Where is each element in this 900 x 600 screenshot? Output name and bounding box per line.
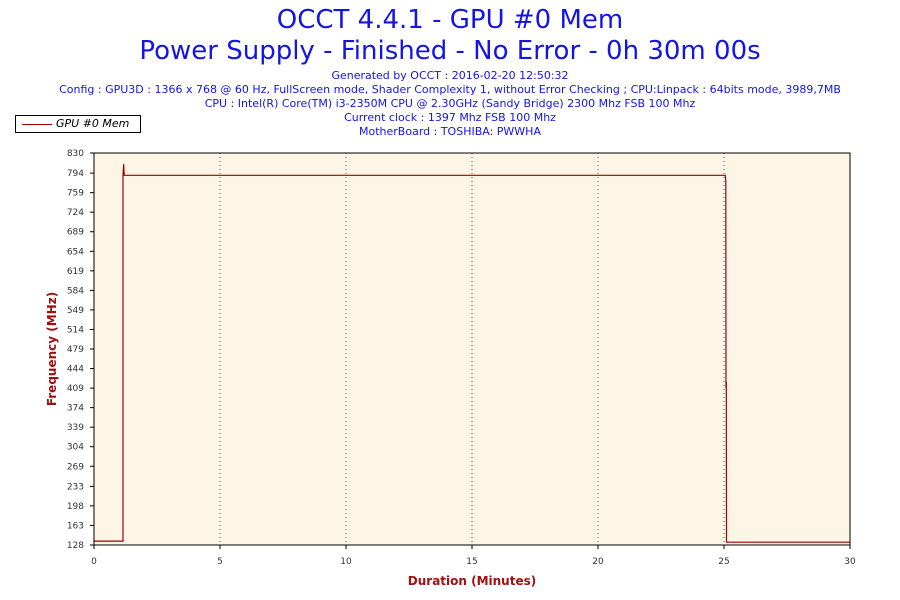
x-tick-label: 15 [466, 557, 477, 567]
y-tick-label: 233 [67, 482, 84, 492]
series-line-gpu0-mem [94, 164, 850, 543]
x-tick-label: 25 [718, 557, 729, 567]
legend-swatch [22, 124, 52, 125]
y-tick-label: 794 [67, 169, 84, 179]
chart-subtitle: Power Supply - Finished - No Error - 0h … [139, 36, 761, 66]
y-tick-label: 549 [67, 306, 84, 316]
x-tick-label: 20 [592, 557, 604, 567]
y-tick-label: 479 [67, 345, 84, 355]
y-tick-label: 654 [67, 247, 84, 257]
y-tick-label: 514 [67, 325, 84, 335]
y-tick-label: 830 [67, 149, 84, 159]
y-tick-label: 269 [67, 462, 84, 472]
y-tick-label: 198 [67, 502, 84, 512]
cpu-info: CPU : Intel(R) Core(TM) i3-2350M CPU @ 2… [204, 97, 696, 110]
x-tick-label: 5 [217, 557, 223, 567]
y-tick-label: 759 [67, 189, 84, 199]
y-tick-label: 689 [67, 228, 84, 238]
y-tick-label: 444 [67, 365, 84, 375]
y-tick-label: 409 [67, 384, 84, 394]
y-tick-label: 374 [67, 404, 84, 414]
y-axis-label: Frequency (MHz) [45, 292, 59, 406]
motherboard-info: MotherBoard : TOSHIBA: PWWHA [359, 125, 541, 138]
y-tick-label: 304 [67, 443, 84, 453]
y-tick-label: 128 [67, 541, 84, 551]
x-axis-label: Duration (Minutes) [408, 574, 536, 588]
x-tick-label: 30 [844, 557, 856, 567]
x-axis: 0 5 10 15 20 25 30 [91, 545, 856, 567]
generated-info: Generated by OCCT : 2016-02-20 12:50:32 [331, 69, 569, 82]
config-info: Config : GPU3D : 1366 x 768 @ 60 Hz, Ful… [59, 83, 841, 96]
grid-lines [219, 153, 725, 545]
y-tick-label: 339 [67, 423, 84, 433]
chart-title: OCCT 4.4.1 - GPU #0 Mem [276, 5, 624, 35]
x-tick-label: 0 [91, 557, 97, 567]
series-layer [94, 164, 850, 543]
y-tick-label: 619 [67, 267, 84, 277]
legend-label: GPU #0 Mem [56, 117, 130, 130]
y-axis: 128 163 198 233 269 304 339 374 409 444 479 514 549 5… [67, 149, 94, 551]
y-tick-label: 584 [67, 286, 84, 296]
y-tick-label: 724 [67, 208, 84, 218]
x-tick-label: 10 [340, 557, 352, 567]
chart-legend: GPU #0 Mem [15, 115, 141, 133]
clock-info: Current clock : 1397 Mhz FSB 100 Mhz [344, 111, 556, 124]
y-tick-label: 163 [67, 521, 84, 531]
